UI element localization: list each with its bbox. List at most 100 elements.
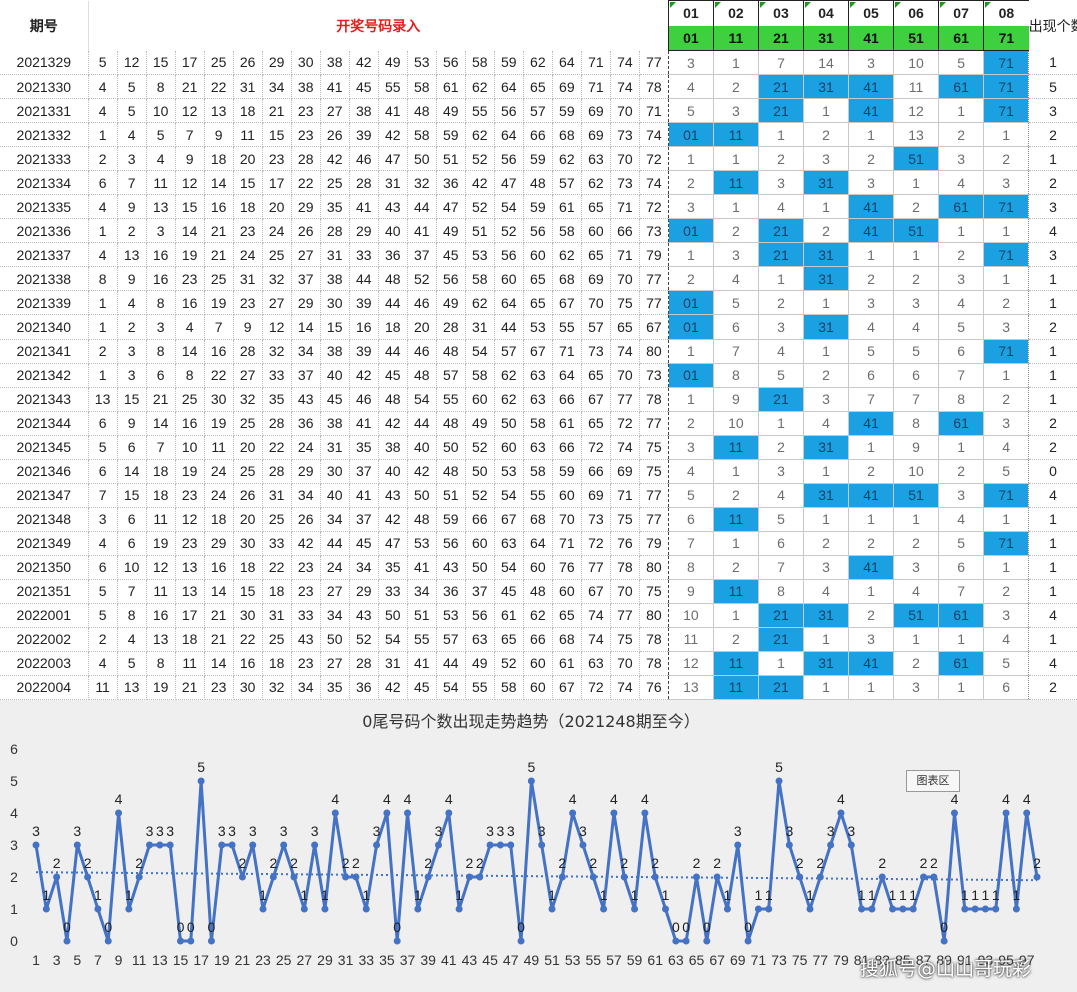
tail-col-header[interactable]: 07 [938,0,984,26]
draw-number-cell[interactable]: 64 [494,74,524,100]
draw-number-cell[interactable]: 71 [581,74,611,100]
tail-hit-cell[interactable]: 21 [758,675,804,701]
draw-number-cell[interactable]: 78 [639,387,669,412]
draw-number-cell[interactable]: 38 [320,266,350,292]
draw-number-cell[interactable]: 19 [146,675,176,701]
tail-number-header[interactable]: 71 [983,25,1029,52]
draw-number-cell[interactable]: 38 [291,74,321,100]
draw-number-cell[interactable]: 22 [204,363,234,388]
draw-number-cell[interactable]: 6 [146,363,176,388]
tail-gap-cell[interactable]: 9 [713,387,759,412]
draw-number-cell[interactable]: 9 [204,122,234,148]
draw-number-cell[interactable]: 7 [117,170,147,196]
draw-number-cell[interactable]: 50 [494,411,524,436]
draw-number-cell[interactable]: 19 [204,290,234,316]
draw-number-cell[interactable]: 25 [262,507,292,532]
draw-number-cell[interactable]: 74 [610,74,640,100]
draw-number-cell[interactable]: 59 [436,122,466,148]
draw-number-cell[interactable]: 60 [552,579,582,604]
draw-number-cell[interactable]: 70 [610,579,640,604]
draw-number-cell[interactable]: 44 [494,314,524,340]
tail-hit-cell[interactable]: 41 [848,555,895,580]
draw-number-cell[interactable]: 3 [117,339,147,364]
draw-number-cell[interactable]: 15 [146,50,176,76]
draw-number-cell[interactable]: 48 [436,459,466,484]
draw-number-cell[interactable]: 65 [581,194,611,220]
draw-number-cell[interactable]: 31 [320,242,350,268]
draw-number-cell[interactable]: 44 [320,531,350,556]
tail-gap-cell[interactable]: 2 [713,74,759,100]
draw-number-cell[interactable]: 2 [88,339,118,364]
tail-hit-cell[interactable]: 61 [938,194,985,220]
draw-number-cell[interactable]: 33 [291,603,321,628]
draw-number-cell[interactable]: 58 [407,74,437,100]
draw-number-cell[interactable]: 5 [88,603,118,628]
tail-hit-cell[interactable]: 11 [713,579,759,604]
draw-number-cell[interactable]: 11 [88,675,118,701]
draw-number-cell[interactable]: 18 [378,314,408,340]
draw-number-cell[interactable]: 72 [639,146,669,172]
tail-gap-cell[interactable]: 1 [848,507,895,532]
draw-number-cell[interactable]: 12 [175,507,205,532]
draw-number-cell[interactable]: 4 [88,531,118,556]
tail-hit-cell[interactable]: 61 [938,651,985,676]
draw-number-cell[interactable]: 56 [465,603,495,628]
draw-number-cell[interactable]: 54 [407,387,437,412]
tail-gap-cell[interactable]: 5 [893,339,940,364]
tail-gap-cell[interactable]: 7 [758,555,804,580]
draw-number-cell[interactable]: 71 [581,50,611,76]
draw-number-cell[interactable]: 69 [552,74,582,100]
draw-number-cell[interactable]: 63 [523,387,553,412]
draw-number-cell[interactable]: 52 [407,266,437,292]
draw-number-cell[interactable]: 19 [175,459,205,484]
draw-number-cell[interactable]: 60 [523,555,553,580]
draw-number-cell[interactable]: 60 [523,651,553,676]
draw-number-cell[interactable]: 3 [117,363,147,388]
draw-number-cell[interactable]: 55 [465,98,495,124]
draw-number-cell[interactable]: 8 [146,339,176,364]
draw-number-cell[interactable]: 41 [349,483,379,508]
tail-col-header[interactable]: 08 [983,0,1029,26]
draw-number-cell[interactable]: 52 [494,218,524,244]
draw-number-cell[interactable]: 49 [436,98,466,124]
tail-gap-cell[interactable]: 7 [938,363,985,388]
tail-gap-cell[interactable]: 11 [668,627,714,652]
draw-number-cell[interactable]: 35 [320,194,350,220]
draw-number-cell[interactable]: 13 [175,555,205,580]
tail-gap-cell[interactable]: 6 [938,555,985,580]
draw-number-cell[interactable]: 71 [610,194,640,220]
draw-number-cell[interactable]: 73 [639,363,669,388]
draw-number-cell[interactable]: 57 [436,363,466,388]
draw-number-cell[interactable]: 70 [610,266,640,292]
draw-number-cell[interactable]: 11 [233,122,263,148]
draw-number-cell[interactable]: 75 [639,435,669,460]
tail-hit-cell[interactable]: 01 [668,218,714,244]
tail-gap-cell[interactable]: 2 [848,531,895,556]
draw-number-cell[interactable]: 30 [291,50,321,76]
draw-number-cell[interactable]: 56 [523,218,553,244]
issue-cell[interactable]: 2021351 [0,579,89,604]
draw-number-cell[interactable]: 29 [291,459,321,484]
draw-number-cell[interactable]: 36 [378,242,408,268]
draw-number-cell[interactable]: 59 [552,459,582,484]
tail-hit-cell[interactable]: 71 [983,531,1030,556]
draw-number-cell[interactable]: 66 [465,507,495,532]
tail-gap-cell[interactable]: 6 [713,314,759,340]
issue-cell[interactable]: 2021337 [0,242,89,268]
draw-number-cell[interactable]: 40 [407,435,437,460]
draw-number-cell[interactable]: 28 [349,170,379,196]
draw-number-cell[interactable]: 45 [436,242,466,268]
tail-gap-cell[interactable]: 3 [848,50,895,76]
draw-number-cell[interactable]: 77 [639,290,669,316]
draw-number-cell[interactable]: 15 [262,122,292,148]
draw-number-cell[interactable]: 19 [146,531,176,556]
draw-number-cell[interactable]: 18 [175,627,205,652]
issue-cell[interactable]: 2021350 [0,555,89,580]
issue-cell[interactable]: 2021332 [0,122,89,148]
draw-number-cell[interactable]: 31 [233,74,263,100]
draw-number-cell[interactable]: 62 [465,290,495,316]
tail-hit-cell[interactable]: 31 [803,603,850,628]
draw-number-cell[interactable]: 26 [320,122,350,148]
tail-gap-cell[interactable]: 1 [938,98,985,124]
draw-number-cell[interactable]: 16 [349,314,379,340]
